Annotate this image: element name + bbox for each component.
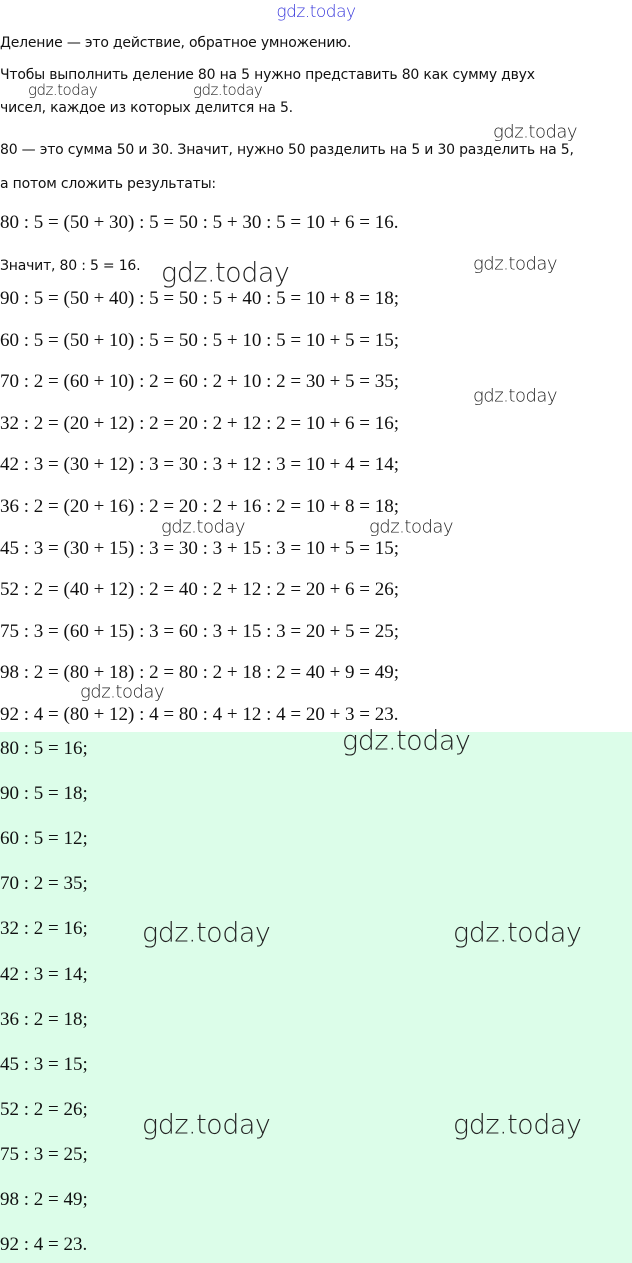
solution-equation: 92 : 4 = (80 + 12) : 4 = 80 : 4 + 12 : 4… — [0, 704, 399, 725]
watermark: gdz.today — [161, 257, 290, 289]
watermark: gdz.today — [453, 917, 582, 949]
watermark: gdz.today — [193, 81, 263, 99]
answer-equation: 92 : 4 = 23. — [0, 1234, 88, 1256]
watermark: gdz.today — [276, 2, 356, 22]
answer-equation: 32 : 2 = 16; — [0, 918, 88, 940]
intro-line: Чтобы выполнить деление 80 на 5 нужно пр… — [0, 67, 535, 83]
solution-equation: 45 : 3 = (30 + 15) : 3 = 30 : 3 + 15 : 3… — [0, 537, 400, 559]
watermark: gdz.today — [473, 253, 558, 275]
solution-equation: 75 : 3 = (60 + 15) : 3 = 60 : 3 + 15 : 3… — [0, 620, 400, 642]
answer-equation: 60 : 5 = 12; — [0, 828, 88, 850]
conclusion: Значит, 80 : 5 = 16. — [0, 258, 141, 274]
solution-equation: 52 : 2 = (40 + 12) : 2 = 40 : 2 + 12 : 2… — [0, 579, 400, 601]
answer-equation: 36 : 2 = 18; — [0, 1008, 88, 1030]
watermark: gdz.today — [142, 1109, 271, 1141]
watermark: gdz.today — [493, 121, 578, 143]
watermark: gdz.today — [453, 1109, 582, 1141]
watermark: gdz.today — [369, 516, 454, 538]
watermark: gdz.today — [342, 725, 471, 757]
watermark: gdz.today — [473, 385, 558, 407]
answer-equation: 98 : 2 = 49; — [0, 1189, 88, 1210]
answer-equation: 75 : 3 = 25; — [0, 1143, 88, 1165]
intro-line: чисел, каждое из которых делится на 5. — [0, 100, 293, 116]
solution-equation: 98 : 2 = (80 + 18) : 2 = 80 : 2 + 18 : 2… — [0, 662, 400, 684]
solution-equation: 90 : 5 = (50 + 40) : 5 = 50 : 5 + 40 : 5… — [0, 288, 400, 309]
answer-equation: 90 : 5 = 18; — [0, 783, 88, 805]
answer-equation: 42 : 3 = 14; — [0, 963, 88, 985]
answer-equation: 80 : 5 = 16; — [0, 738, 88, 759]
answers-panel — [0, 732, 632, 1263]
example-equation: 80 : 5 = (50 + 30) : 5 = 50 : 5 + 30 : 5… — [0, 212, 399, 233]
answer-equation: 70 : 2 = 35; — [0, 873, 88, 895]
solution-equation: 36 : 2 = (20 + 16) : 2 = 20 : 2 + 16 : 2… — [0, 496, 400, 517]
intro-line: а потом сложить результаты: — [0, 176, 216, 192]
watermark: gdz.today — [28, 81, 98, 99]
watermark: gdz.today — [80, 681, 165, 703]
watermark: gdz.today — [161, 516, 246, 538]
answer-equation: 45 : 3 = 15; — [0, 1053, 88, 1075]
solution-equation: 60 : 5 = (50 + 10) : 5 = 50 : 5 + 10 : 5… — [0, 329, 400, 351]
solution-equation: 42 : 3 = (30 + 12) : 3 = 30 : 3 + 12 : 3… — [0, 454, 400, 476]
solution-equation: 70 : 2 = (60 + 10) : 2 = 60 : 2 + 10 : 2… — [0, 371, 400, 393]
watermark: gdz.today — [142, 917, 271, 949]
intro-line: Деление — это действие, обратное умножен… — [0, 35, 352, 51]
intro-line: 80 — это сумма 50 и 30. Значит, нужно 50… — [0, 142, 574, 158]
answer-equation: 52 : 2 = 26; — [0, 1098, 88, 1120]
solution-equation: 32 : 2 = (20 + 12) : 2 = 20 : 2 + 12 : 2… — [0, 412, 400, 434]
